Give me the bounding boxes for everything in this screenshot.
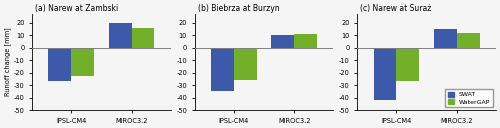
Y-axis label: Runoff change [mm]: Runoff change [mm] bbox=[4, 28, 11, 96]
Bar bbox=[434, 29, 456, 48]
Bar bbox=[374, 48, 396, 100]
Bar bbox=[396, 48, 419, 81]
Bar bbox=[132, 28, 154, 48]
Text: (b) Biebrza at Burzyn: (b) Biebrza at Burzyn bbox=[198, 4, 279, 13]
Bar bbox=[294, 34, 317, 48]
Bar bbox=[108, 23, 132, 48]
Bar bbox=[72, 48, 94, 76]
Legend: SWAT, WaterGAP: SWAT, WaterGAP bbox=[445, 89, 492, 107]
Bar bbox=[456, 33, 479, 48]
Bar bbox=[271, 35, 294, 48]
Text: (a) Narew at Zambski: (a) Narew at Zambski bbox=[35, 4, 118, 13]
Bar bbox=[234, 48, 257, 80]
Bar bbox=[48, 48, 72, 81]
Bar bbox=[211, 48, 234, 91]
Text: (c) Narew at Suraż: (c) Narew at Suraż bbox=[360, 4, 432, 13]
